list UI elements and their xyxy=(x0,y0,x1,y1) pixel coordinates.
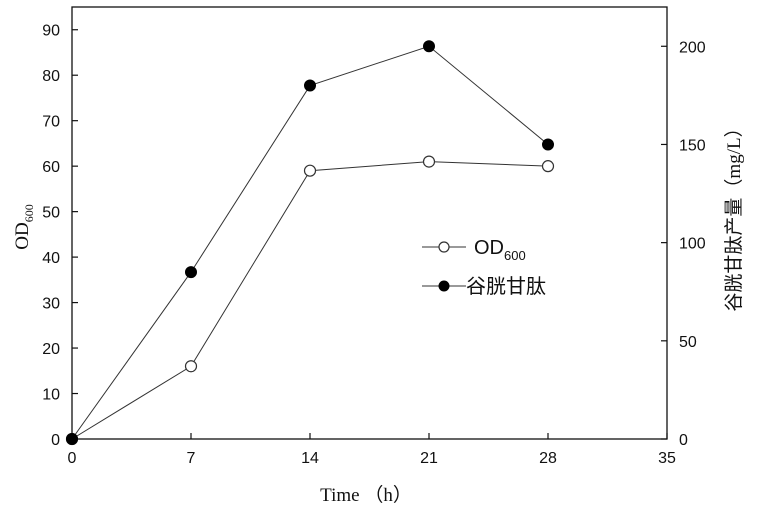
data-point-series-1 xyxy=(186,267,197,278)
series-line-0 xyxy=(72,162,548,439)
data-point-series-0 xyxy=(305,165,316,176)
x-tick-label: 28 xyxy=(539,450,557,467)
x-axis-ticks: 0 7 14 21 28 35 xyxy=(68,433,676,467)
legend-label-od: OD xyxy=(474,237,504,259)
y2-tick-label: 200 xyxy=(679,39,706,56)
y2-tick-label: 100 xyxy=(679,236,706,253)
plot-frame xyxy=(72,7,667,439)
legend: OD600 谷胱甘肽 xyxy=(422,237,546,298)
x-axis-title: Time （h） xyxy=(320,484,412,506)
legend-label-od-sub: 600 xyxy=(504,248,526,263)
y2-tick-label: 0 xyxy=(679,432,688,449)
x-tick-label: 14 xyxy=(301,450,319,467)
y-tick-label: 20 xyxy=(42,341,60,358)
y2-axis-ticks: 0 50 100 150 200 xyxy=(661,39,706,449)
data-point-series-0 xyxy=(543,161,554,172)
x-tick-label: 35 xyxy=(658,450,676,467)
y-tick-label: 90 xyxy=(42,23,60,40)
svg-text:OD600: OD600 xyxy=(12,204,36,249)
y2-axis-title: 谷胱甘肽产量（mg/L） xyxy=(723,118,745,311)
legend-entry-od600: OD600 xyxy=(422,237,526,263)
legend-label-glutathione: 谷胱甘肽 xyxy=(466,275,546,298)
x-tick-label: 0 xyxy=(68,450,77,467)
y-tick-label: 50 xyxy=(42,205,60,222)
y2-tick-label: 50 xyxy=(679,334,697,351)
y-tick-label: 0 xyxy=(51,432,60,449)
data-point-series-1 xyxy=(305,80,316,91)
y-tick-label: 40 xyxy=(42,250,60,267)
chart: 0 7 14 21 28 35 0 10 20 30 40 50 60 70 80 90 0 50 100 150… xyxy=(0,0,760,506)
x-tick-label: 7 xyxy=(187,450,196,467)
y-tick-label: 80 xyxy=(42,68,60,85)
data-point-series-1 xyxy=(424,41,435,52)
data-point-series-0 xyxy=(424,156,435,167)
svg-text:OD600: OD600 xyxy=(474,237,526,263)
y-axis-title-main: OD xyxy=(12,222,33,249)
y2-tick-label: 150 xyxy=(679,137,706,154)
y-axis-title-sub: 600 xyxy=(22,204,36,222)
y-tick-label: 60 xyxy=(42,159,60,176)
legend-marker-open-circle xyxy=(439,242,449,252)
y-axis-title: OD600 xyxy=(12,204,36,249)
y-tick-label: 30 xyxy=(42,296,60,313)
data-point-series-1 xyxy=(67,434,78,445)
x-tick-label: 21 xyxy=(420,450,438,467)
y-tick-label: 70 xyxy=(42,114,60,131)
data-point-series-1 xyxy=(543,139,554,150)
data-point-series-0 xyxy=(186,361,197,372)
svg-text:谷胱甘肽产量（mg/L）: 谷胱甘肽产量（mg/L） xyxy=(723,118,745,311)
legend-entry-glutathione: 谷胱甘肽 xyxy=(422,275,546,298)
y-tick-label: 10 xyxy=(42,387,60,404)
legend-marker-filled-circle xyxy=(439,281,449,291)
